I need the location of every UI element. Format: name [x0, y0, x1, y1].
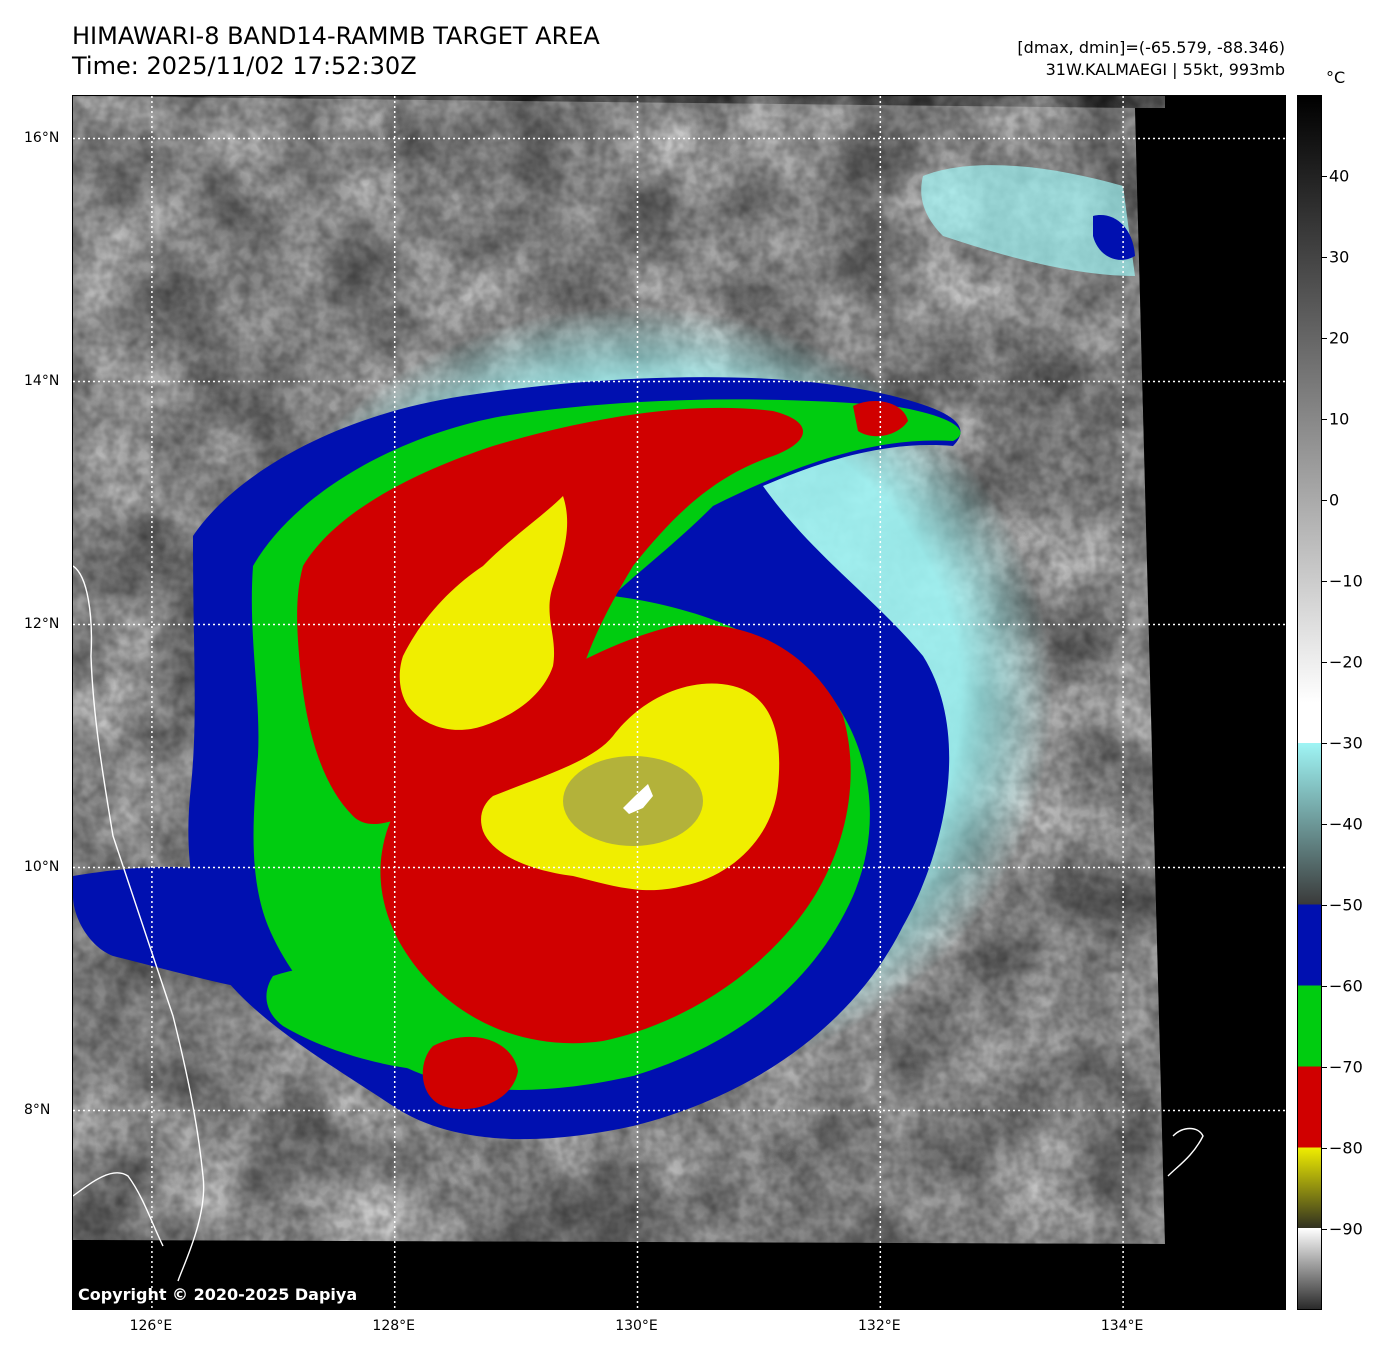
colorbar-tick-mark: [1322, 1229, 1327, 1230]
colorbar-tick-label: −90: [1329, 1219, 1363, 1239]
copyright-notice: Copyright © 2020-2025 Dapiya: [78, 1285, 358, 1304]
data-range-readout: [dmax, dmin]=(-65.579, -88.346): [1017, 38, 1285, 57]
longitude-tick-label: 134°E: [1100, 1318, 1144, 1334]
colorbar-tick-label: −60: [1329, 976, 1363, 996]
satellite-imagery: [73, 96, 1285, 1309]
colorbar-tick-label: 40: [1329, 166, 1350, 186]
colorbar-tick-mark: [1322, 743, 1327, 744]
colorbar-tick-label: −40: [1329, 814, 1363, 834]
colorbar-tick-mark: [1322, 419, 1327, 420]
colorbar-tick-label: −80: [1329, 1138, 1363, 1158]
colorbar-tick-mark: [1322, 986, 1327, 987]
latitude-tick-label: 12°N: [24, 615, 60, 632]
colorbar-tick-label: 10: [1329, 409, 1350, 429]
colorbar-unit: °C: [1326, 68, 1346, 87]
timestamp: Time: 2025/11/02 17:52:30Z: [72, 52, 417, 80]
latitude-tick-label: 14°N: [24, 372, 60, 389]
longitude-tick-label: 132°E: [858, 1318, 901, 1334]
colorbar-tick-mark: [1322, 257, 1327, 258]
storm-info: 31W.KALMAEGI | 55kt, 993mb: [1045, 60, 1285, 79]
colorbar-tick-mark: [1322, 662, 1327, 663]
colorbar-tick-label: 30: [1329, 247, 1350, 267]
colorbar-tick-label: −50: [1329, 895, 1363, 915]
colorbar-tick-mark: [1322, 338, 1327, 339]
colorbar-tick-mark: [1322, 581, 1327, 582]
latitude-tick-label: 16°N: [24, 129, 60, 146]
latitude-tick-label: 10°N: [24, 858, 60, 875]
colorbar-tick-label: 0: [1329, 490, 1340, 510]
colorbar-tick-mark: [1322, 500, 1327, 501]
longitude-tick-label: 128°E: [372, 1318, 415, 1334]
colorbar-tick-label: −30: [1329, 733, 1363, 753]
longitude-tick-label: 126°E: [129, 1318, 173, 1334]
colorbar-tick-mark: [1322, 824, 1327, 825]
longitude-tick-label: 130°E: [615, 1318, 658, 1334]
no-data-region: [1135, 108, 1285, 1309]
colorbar-tick-mark: [1322, 905, 1327, 906]
colorbar-tick-label: −70: [1329, 1057, 1363, 1077]
latitude-tick-label: 8°N: [24, 1101, 51, 1118]
graticule: [73, 96, 1285, 1309]
colorbar-tick-label: −20: [1329, 652, 1363, 672]
coastline: [73, 565, 205, 1282]
colorbar-tick-label: −10: [1329, 571, 1363, 591]
satellite-image-map[interactable]: Copyright © 2020-2025 Dapiya: [72, 95, 1286, 1310]
colorbar-tick-mark: [1322, 176, 1327, 177]
colorbar-tick-label: 20: [1329, 328, 1350, 348]
temperature-colorbar: [1297, 95, 1322, 1310]
colorbar-tick-mark: [1322, 1148, 1327, 1149]
colorbar-tick-mark: [1322, 1067, 1327, 1068]
cloud-top-yellow: [399, 496, 568, 730]
chart-title: HIMAWARI-8 BAND14-RAMMB TARGET AREA: [72, 22, 600, 50]
